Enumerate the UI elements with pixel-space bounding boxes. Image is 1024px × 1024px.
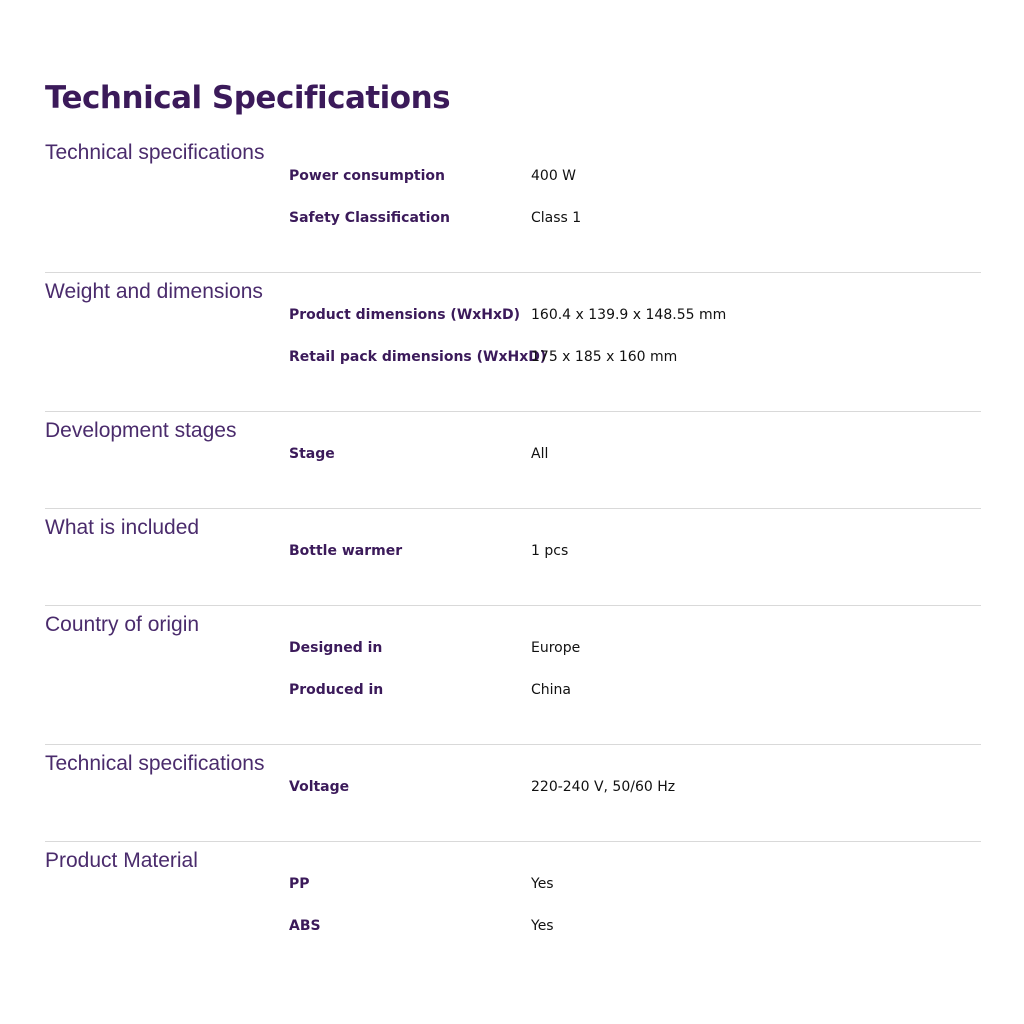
page-title: Technical Specifications [45,80,451,116]
section-label: Development stages [45,419,237,442]
spec-rows: Product dimensions (WxHxD) 160.4 x 139.9 … [289,294,981,378]
spec-section: Weight and dimensions Product dimensions … [45,273,981,412]
spec-row: Voltage 220-240 V, 50/60 Hz [289,766,981,808]
spec-key: Stage [289,446,335,462]
spec-value: 175 x 185 x 160 mm [531,349,678,365]
spec-row: ABS Yes [289,905,981,947]
spec-section: Development stages Stage All [45,412,981,509]
spec-section: Technical specifications Voltage 220-240 V… [45,745,981,842]
section-label: Technical specifications [45,141,265,164]
section-label: Weight and dimensions [45,280,263,303]
section-label: What is included [45,516,200,539]
spec-row: Power consumption 400 W [289,155,981,197]
spec-key: Power consumption [289,168,445,184]
spec-value: Yes [531,918,554,934]
spec-key: Produced in [289,682,384,698]
spec-section: Country of origin Designed in Europe Produc… [45,606,981,745]
spec-section: Product Material PP Yes ABS Yes [45,842,981,980]
spec-key: PP [289,876,310,892]
spec-key: ABS [289,918,321,934]
spec-row: Produced in China [289,669,981,711]
spec-value: 220-240 V, 50/60 Hz [531,779,676,795]
spec-key: Safety Classification [289,210,450,226]
spec-row: Retail pack dimensions (WxHxD) 175 x 185 … [289,336,981,378]
spec-value: All [531,446,549,462]
spec-row: Safety Classification Class 1 [289,197,981,239]
spec-row: Designed in Europe [289,627,981,669]
spec-rows: Power consumption 400 W Safety Classificat… [289,155,981,239]
spec-value: China [531,682,571,698]
spec-row: PP Yes [289,863,981,905]
section-label: Product Material [45,849,198,872]
spec-rows: PP Yes ABS Yes [289,863,981,947]
spec-rows: Designed in Europe Produced in China [289,627,981,711]
spec-value: Class 1 [531,210,582,226]
spec-value: 1 pcs [531,543,569,559]
spec-rows: Voltage 220-240 V, 50/60 Hz [289,766,981,808]
spec-value: Yes [531,876,554,892]
spec-rows: Bottle warmer 1 pcs [289,530,981,572]
spec-value: 400 W [531,168,577,184]
spec-section: Technical specifications Power consumptio… [45,134,981,273]
spec-key: Designed in [289,640,383,656]
spec-row: Stage All [289,433,981,475]
spec-value: Europe [531,640,581,656]
spec-row: Product dimensions (WxHxD) 160.4 x 139.9 … [289,294,981,336]
spec-value: 160.4 x 139.9 x 148.55 mm [531,307,727,323]
section-label: Technical specifications [45,752,265,775]
spec-row: Bottle warmer 1 pcs [289,530,981,572]
spec-key: Voltage [289,779,350,795]
spec-rows: Stage All [289,433,981,475]
spec-key: Product dimensions (WxHxD) [289,307,521,323]
spec-key: Retail pack dimensions (WxHxD) [289,349,547,365]
spec-sections: Technical specifications Power consumptio… [45,134,981,980]
section-label: Country of origin [45,613,200,636]
spec-key: Bottle warmer [289,543,403,559]
spec-section: What is included Bottle warmer 1 pcs [45,509,981,606]
